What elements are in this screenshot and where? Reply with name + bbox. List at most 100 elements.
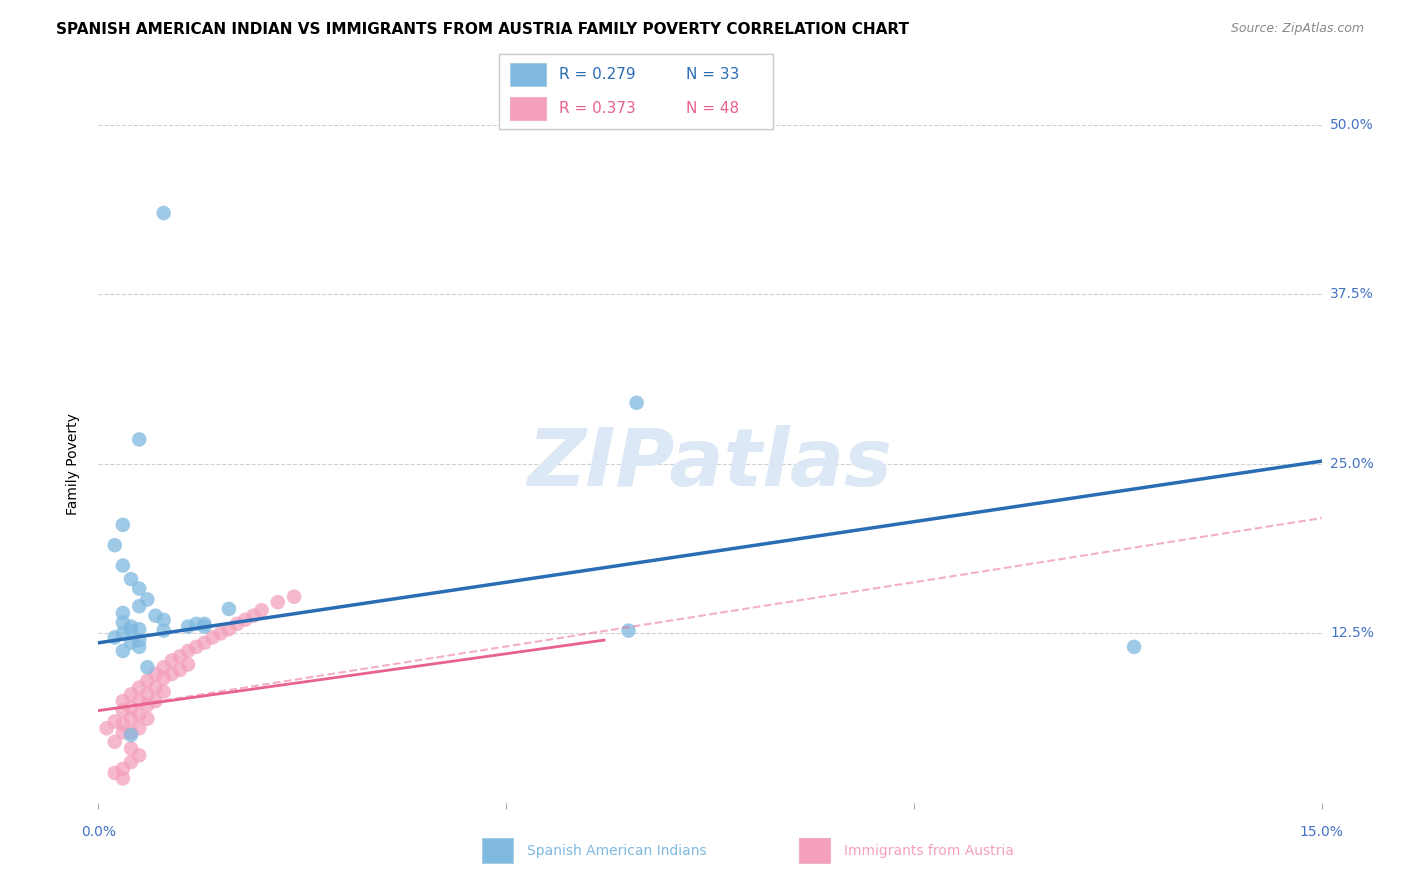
Point — [152, 671, 174, 685]
Point — [111, 762, 134, 776]
Point — [1123, 640, 1146, 654]
Point — [152, 206, 174, 220]
Point — [136, 687, 159, 701]
FancyBboxPatch shape — [499, 54, 773, 129]
Point — [193, 619, 215, 633]
Text: 50.0%: 50.0% — [1330, 118, 1374, 132]
Text: 37.5%: 37.5% — [1330, 287, 1374, 301]
Bar — [510, 63, 546, 87]
Text: Source: ZipAtlas.com: Source: ZipAtlas.com — [1230, 22, 1364, 36]
Point — [128, 582, 150, 596]
Point — [111, 517, 134, 532]
Point — [193, 636, 215, 650]
Point — [128, 721, 150, 735]
Point — [120, 624, 142, 638]
Point — [104, 714, 127, 729]
Point — [250, 603, 273, 617]
Point — [160, 667, 183, 681]
Point — [128, 681, 150, 695]
Point — [111, 694, 134, 708]
Point — [111, 717, 134, 731]
Point — [169, 663, 191, 677]
Point — [152, 660, 174, 674]
Point — [177, 644, 200, 658]
Text: SPANISH AMERICAN INDIAN VS IMMIGRANTS FROM AUSTRIA FAMILY POVERTY CORRELATION CH: SPANISH AMERICAN INDIAN VS IMMIGRANTS FR… — [56, 22, 910, 37]
Point — [111, 704, 134, 718]
Point — [128, 433, 150, 447]
Point — [136, 673, 159, 688]
Point — [104, 631, 127, 645]
Point — [111, 772, 134, 786]
Point — [111, 558, 134, 573]
Point — [283, 590, 305, 604]
Point — [145, 608, 167, 623]
Point — [177, 657, 200, 672]
Point — [96, 721, 118, 735]
Point — [120, 712, 142, 726]
Point — [128, 694, 150, 708]
Point — [111, 606, 134, 620]
Text: 15.0%: 15.0% — [1299, 825, 1344, 839]
Text: Immigrants from Austria: Immigrants from Austria — [844, 844, 1014, 858]
Point — [128, 707, 150, 722]
Point — [128, 748, 150, 763]
Point — [186, 616, 208, 631]
Point — [120, 701, 142, 715]
Point — [120, 741, 142, 756]
Point — [120, 619, 142, 633]
Point — [226, 616, 249, 631]
Text: 12.5%: 12.5% — [1330, 626, 1374, 640]
Y-axis label: Family Poverty: Family Poverty — [66, 413, 80, 515]
Point — [617, 624, 640, 638]
Point — [152, 684, 174, 698]
Point — [128, 640, 150, 654]
Text: Spanish American Indians: Spanish American Indians — [527, 844, 707, 858]
Point — [233, 613, 256, 627]
Point — [120, 687, 142, 701]
Point — [120, 755, 142, 769]
Point — [267, 595, 290, 609]
Point — [111, 644, 134, 658]
Point — [128, 633, 150, 648]
Text: N = 33: N = 33 — [686, 67, 740, 82]
Text: ZIPatlas: ZIPatlas — [527, 425, 893, 503]
Bar — [799, 838, 830, 863]
Point — [209, 626, 232, 640]
Point — [626, 396, 648, 410]
Point — [186, 640, 208, 654]
Point — [152, 624, 174, 638]
Point — [242, 608, 264, 623]
Point — [193, 616, 215, 631]
Point — [145, 667, 167, 681]
Point — [104, 538, 127, 552]
Point — [111, 626, 134, 640]
Point — [136, 660, 159, 674]
Point — [136, 592, 159, 607]
Text: R = 0.373: R = 0.373 — [560, 102, 636, 116]
Point — [120, 728, 142, 742]
Text: 0.0%: 0.0% — [82, 825, 115, 839]
Point — [104, 735, 127, 749]
Point — [201, 631, 224, 645]
Point — [145, 681, 167, 695]
Text: 25.0%: 25.0% — [1330, 457, 1374, 471]
Point — [120, 725, 142, 739]
Point — [218, 622, 240, 636]
Point — [160, 653, 183, 667]
Point — [136, 712, 159, 726]
Point — [120, 572, 142, 586]
Point — [152, 613, 174, 627]
Point — [177, 619, 200, 633]
Point — [120, 636, 142, 650]
Point — [218, 602, 240, 616]
Point — [111, 725, 134, 739]
Text: N = 48: N = 48 — [686, 102, 738, 116]
Bar — [482, 838, 513, 863]
Point — [128, 599, 150, 614]
Text: R = 0.279: R = 0.279 — [560, 67, 636, 82]
Point — [128, 622, 150, 636]
Point — [145, 694, 167, 708]
Bar — [510, 97, 546, 120]
Point — [136, 698, 159, 713]
Point — [111, 615, 134, 630]
